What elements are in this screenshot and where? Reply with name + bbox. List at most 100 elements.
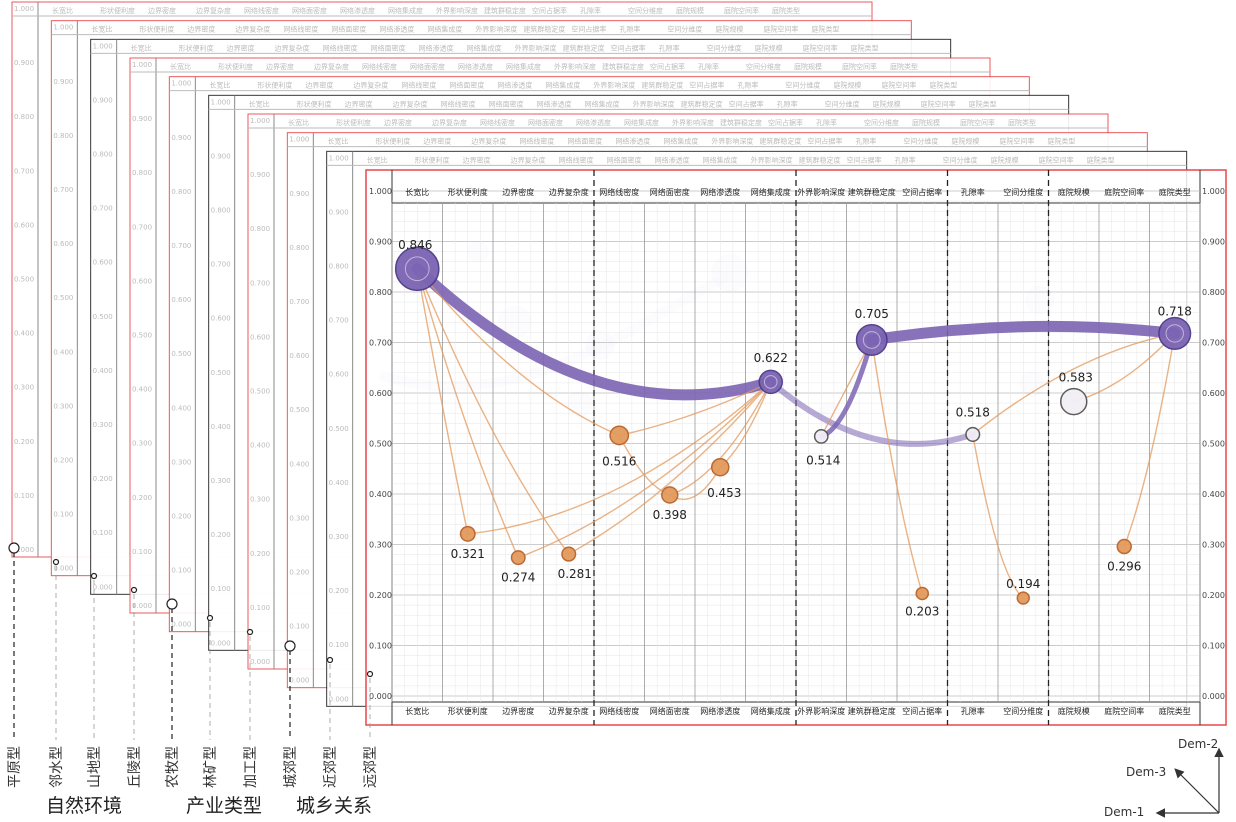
back-frame-category-label: 建筑群稳定度 [759,137,801,146]
back-frame-tick-label: 0.000 [93,583,113,591]
weak-link [416,268,620,437]
back-frame-tick-label: 0.500 [289,406,309,414]
back-frame-category-label: 庭院规模 [833,81,861,90]
back-frame-tick-label: 0.100 [289,623,309,631]
data-label: 0.705 [855,307,889,321]
layer-caption-node [284,640,296,652]
back-frame-tick-label: 0.000 [250,658,270,666]
back-frame-category-label: 网络渗透度 [537,99,572,108]
layer-caption-text: 丘陵型 [127,746,143,788]
back-frame-tick-label: 0.300 [250,496,270,504]
y-tick-label-left: 0.600 [369,389,392,398]
y-tick-label-left: 1.000 [369,187,392,196]
layer-caption-text: 加工型 [243,746,259,788]
data-label: 0.281 [558,567,592,581]
back-frame-category-label: 空间分维度 [864,118,899,127]
category-label-top: 网络线密度 [599,187,639,197]
back-frame-tick-label: 0.000 [329,695,349,703]
category-label-bottom: 网络集成度 [751,706,791,716]
y-tick-label-left: 0.300 [369,541,392,550]
category-label-top: 孔隙率 [961,187,985,197]
back-frame-category-label: 长宽比 [91,25,112,34]
back-frame-tick-label: 0.200 [93,475,113,483]
back-frame-tick-label: 0.100 [171,567,191,575]
back-frame-tick-label: 1.000 [250,117,270,125]
link-curves [411,263,1181,599]
y-tick-label-right: 1.000 [1202,187,1225,196]
back-frame-tick-label: 0.100 [250,604,270,612]
y-tick-label-right: 0.700 [1202,339,1225,348]
back-frame-category-label: 网络线密度 [362,62,397,71]
back-frame-category-label: 庭院空间率 [881,81,916,90]
back-frame-category-label: 建筑群稳定度 [523,25,565,34]
layer-caption-text: 山地型 [87,746,103,788]
layer-caption-node [90,572,98,580]
back-frame-tick-label: 0.000 [14,546,34,554]
back-frame-tick-label: 0.500 [250,388,270,396]
category-label-bottom: 边界密度 [502,706,534,716]
back-frame-tick-label: 0.500 [171,350,191,358]
back-frame-category-label: 网络线密度 [559,155,594,164]
data-point [965,426,981,442]
back-frame-category-label: 网络集成度 [624,118,659,127]
back-frame-tick-label: 0.100 [53,511,73,519]
back-frame-category-label: 庭院类型 [1008,118,1036,127]
back-frame-tick-label: 0.200 [329,587,349,595]
back-frame-tick-label: 0.600 [250,333,270,341]
back-frame-category-label: 长宽比 [209,81,230,90]
back-frame-tick-label: 0.600 [14,221,34,229]
back-frame-tick-label: 0.900 [53,78,73,86]
layer-caption-text: 近郊型 [322,746,339,788]
category-label-bottom: 网络线密度 [599,706,639,716]
back-frame-tick-label: 0.500 [93,313,113,321]
back-frame-tick-label: 0.300 [14,384,34,392]
back-frame-category-label: 空间分维度 [707,43,742,52]
back-frame-tick-label: 0.700 [14,167,34,175]
data-point [459,525,476,542]
data-point [855,324,888,356]
back-frame-category-label: 形状便利度 [179,43,214,52]
back-frame-category-label: 网络面密度 [292,6,327,15]
back-frame-tick-label: 0.500 [14,276,34,284]
back-frame-category-label: 庭院规模 [912,118,940,127]
data-point [1116,538,1132,555]
category-label-top: 空间分维度 [1003,187,1043,197]
back-frame-category-label: 外界影响深度 [751,155,793,164]
back-frame-category-label: 空间分维度 [785,81,820,90]
back-frame-tick-label: 0.700 [93,205,113,213]
back-frame-tick-label: 0.800 [211,207,231,215]
back-frame-tick-label: 0.700 [132,223,152,231]
back-frame-category-label: 边界密度 [227,43,255,52]
back-frame-tick-label: 0.900 [171,134,191,142]
back-frame-category-label: 网络线密度 [519,137,554,146]
back-frame-category-label: 庭院空间率 [763,25,798,34]
weak-link [618,381,772,437]
back-frame-category-label: 外界影响深度 [554,62,596,71]
back-frame-tick-label: 0.000 [211,639,231,647]
back-frame-category-label: 庭院空间率 [803,43,838,52]
category-label-top: 网络集成度 [751,187,791,197]
back-frame-tick-label: 1.000 [14,5,34,13]
weak-link [416,268,570,555]
data-point [1060,387,1088,416]
weak-link [871,339,923,595]
strong-link [767,378,976,447]
back-frame-tick-label: 0.200 [53,456,73,464]
back-frame-category-label: 形状便利度 [218,62,253,71]
layer-group-label: 自然环境 [46,795,122,817]
back-frame-tick-label: 0.200 [14,438,34,446]
category-label-bottom: 建筑群稳定度 [848,706,896,716]
layer-caption-text: 邻水型 [49,746,65,788]
weak-link [568,381,772,555]
layer-caption-text: 城郊型 [282,746,299,788]
back-frame-category-label: 空间占据率 [768,118,803,127]
data-point [561,546,577,562]
data-label: 0.321 [451,547,485,561]
weak-link [972,433,1024,599]
back-frame-category-label: 长宽比 [327,137,348,146]
back-frame-category-label: 空间占据率 [807,137,842,146]
front-layer-frame: 0.000 0.000 0.100 0.100 0.200 0.200 0.300 0.300… [365,169,1227,726]
category-label-top: 庭院规模 [1058,187,1090,197]
back-frame-tick-label: 0.400 [329,479,349,487]
back-frame-category-label: 建筑群稳定度 [681,99,723,108]
